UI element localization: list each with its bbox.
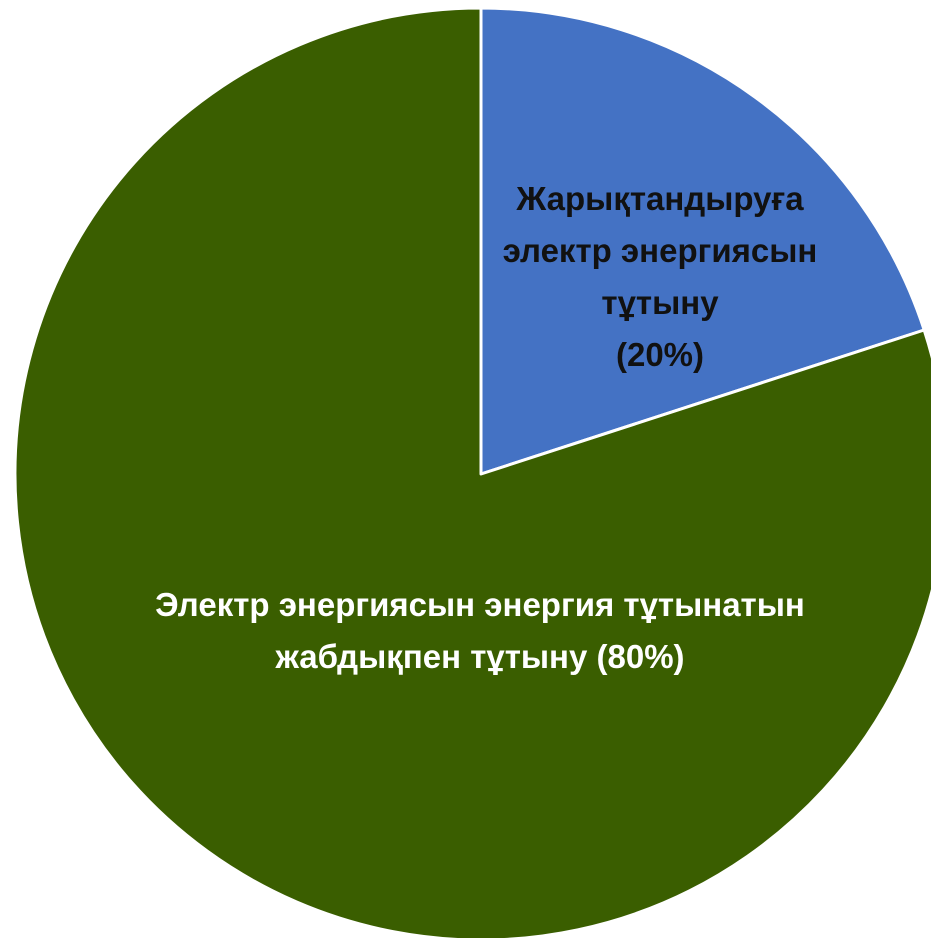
pie-slice-label-line: жабдықпен тұтыну (80%) — [274, 638, 684, 675]
pie-slice-label-line: (20%) — [616, 336, 704, 373]
pie-slice-2 — [13, 6, 931, 938]
pie-labels: Жарықтандыруға электр энергиясын тұтыну (20… — [155, 180, 817, 675]
pie-slice-1 — [479, 6, 926, 476]
pie-slice-label-line: электр энергиясын — [503, 232, 818, 269]
pie-slice-label-line: Жарықтандыруға — [515, 180, 804, 217]
pie-slice-label-1: Жарықтандыруға электр энергиясын тұтыну (20… — [503, 180, 818, 373]
pie-slices — [13, 6, 931, 938]
pie-slice-label-2: Электр энергиясын энергия тұтынатын жабды… — [155, 586, 805, 675]
pie-slice-label-line: Электр энергиясын энергия тұтынатын — [155, 586, 805, 623]
pie-slice-label-line: тұтыну — [601, 284, 719, 321]
